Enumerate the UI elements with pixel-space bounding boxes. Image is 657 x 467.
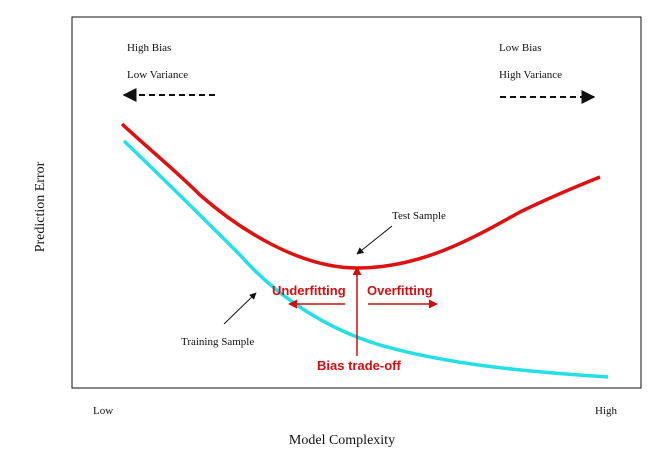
test-pointer (356, 225, 393, 255)
tradeoff-label: Bias trade-off (317, 358, 401, 373)
right-label-2: High Variance (499, 69, 562, 81)
x-low-label: Low (93, 405, 113, 417)
training-label: Training Sample (181, 336, 254, 348)
training-curve (122, 139, 609, 379)
underfitting-label: Underfitting (272, 283, 346, 298)
test-label: Test Sample (392, 210, 446, 222)
overfitting-label: Overfitting (367, 283, 433, 298)
training-pointer (223, 292, 257, 325)
right-label-1: Low Bias (499, 42, 541, 54)
plot-frame (71, 16, 642, 389)
left-label-2: Low Variance (127, 69, 188, 81)
y-axis-label: Prediction Error (33, 161, 48, 252)
x-axis-label: Model Complexity (289, 433, 395, 448)
left-label-1: High Bias (127, 42, 171, 54)
test-curve (120, 122, 601, 270)
x-high-label: High (595, 405, 618, 417)
